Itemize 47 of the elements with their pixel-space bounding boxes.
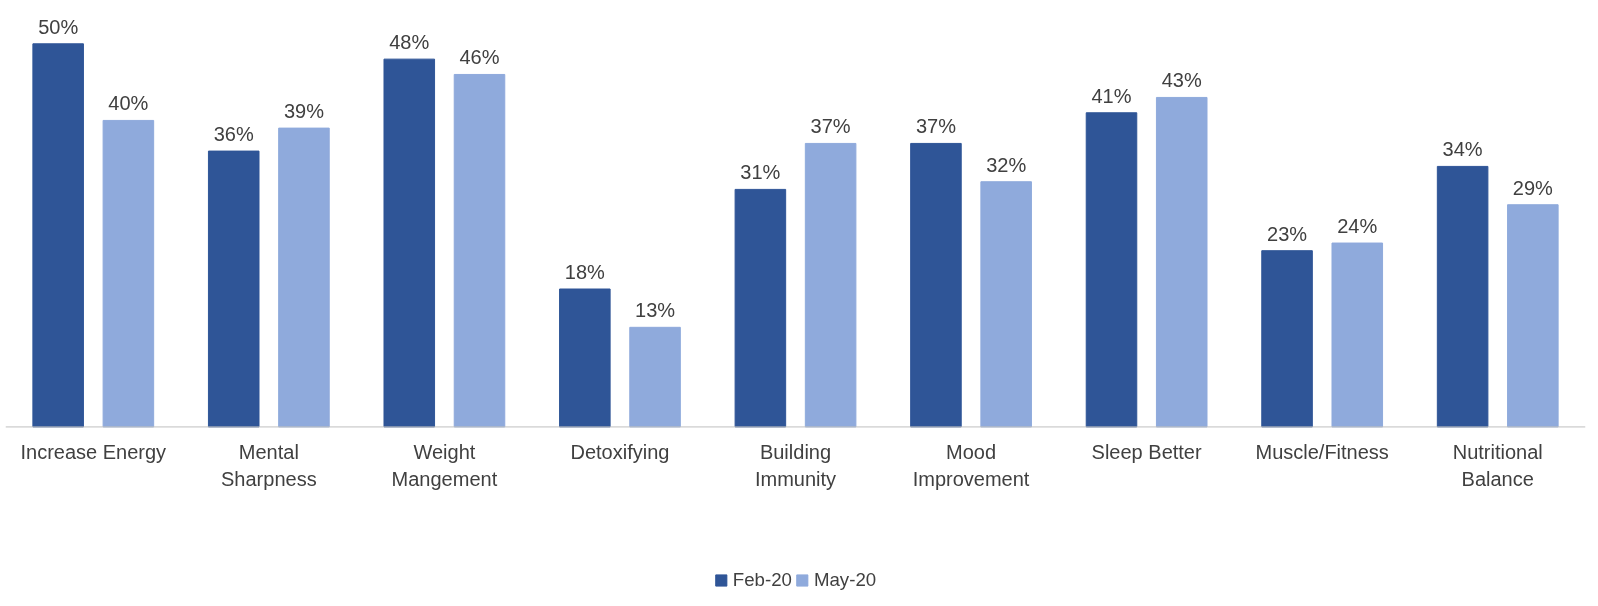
bar	[910, 142, 962, 428]
legend-label: May-20	[813, 569, 877, 591]
bar	[102, 119, 155, 428]
data-label: 46%	[459, 46, 500, 69]
bar	[1507, 204, 1559, 428]
data-label: 18%	[564, 261, 606, 284]
data-label: 39%	[283, 100, 325, 123]
data-label: 31%	[740, 161, 781, 184]
bar	[1261, 250, 1313, 428]
data-label: 37%	[915, 115, 957, 138]
data-label: 48%	[389, 31, 430, 54]
x-tick-label: Building Immunity	[754, 440, 837, 491]
data-label: 13%	[635, 299, 676, 322]
data-label: 41%	[1091, 84, 1132, 107]
x-tick-label: Increase Energy	[20, 440, 167, 463]
bar	[207, 150, 260, 428]
data-label: 29%	[1512, 176, 1554, 199]
data-label: 24%	[1337, 215, 1378, 238]
data-label: 50%	[38, 15, 79, 38]
bar	[1155, 96, 1208, 428]
data-label: 23%	[1267, 222, 1308, 245]
data-label: 40%	[108, 92, 149, 115]
x-tick-label: Detoxifying	[570, 440, 670, 463]
bar	[734, 188, 787, 428]
data-label: 43%	[1161, 69, 1202, 92]
bar	[278, 127, 330, 428]
data-label: 37%	[810, 115, 851, 138]
x-tick-label: Muscle/Fitness	[1255, 440, 1389, 463]
x-tick-label: Sleep Better	[1091, 440, 1202, 463]
data-label: 32%	[986, 153, 1027, 176]
data-label: 34%	[1442, 138, 1483, 161]
bar	[32, 43, 84, 428]
bar	[629, 326, 681, 428]
x-tick-label: Nutritional Balance	[1452, 440, 1543, 491]
bar	[1085, 112, 1138, 428]
x-tick-label: Mental Sharpness	[221, 440, 317, 491]
x-tick-label: Mood Improvement	[912, 440, 1030, 491]
bar	[1436, 165, 1489, 428]
bar	[980, 181, 1032, 428]
bar	[453, 73, 506, 428]
bar	[559, 288, 611, 428]
x-tick-label: Weight Mangement	[391, 440, 498, 491]
legend-label: Feb-20	[732, 569, 792, 591]
bar	[1331, 242, 1384, 428]
bar	[383, 58, 436, 428]
data-label: 36%	[213, 123, 254, 146]
bar	[804, 142, 857, 428]
